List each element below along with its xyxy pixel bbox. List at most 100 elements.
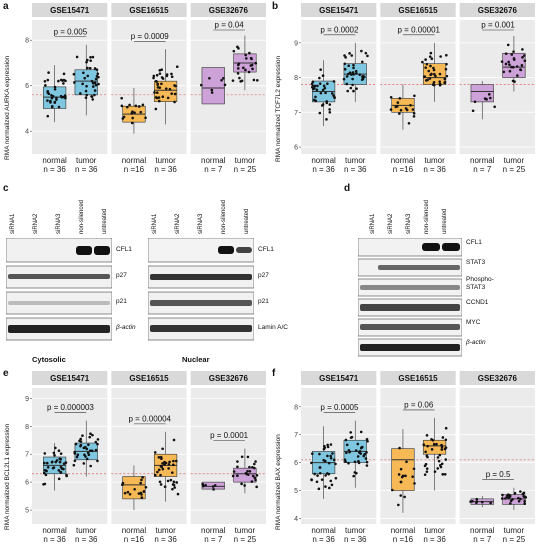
data-point (81, 82, 84, 86)
ylabel-aurka: RMA normalized AURKA expression (4, 55, 11, 160)
data-point (321, 88, 325, 92)
blot-c-left-row-2: p27 (116, 272, 127, 279)
data-point (164, 461, 168, 465)
data-point (47, 71, 50, 74)
data-point (236, 460, 239, 463)
pvalue-label: p = 0.005 (54, 27, 88, 36)
box (391, 448, 415, 491)
x-tick-label: normal (42, 526, 67, 535)
data-point (89, 59, 92, 62)
data-point (330, 92, 334, 95)
x-tick-label: tumor (76, 156, 97, 165)
y-tick-label: 6 (294, 460, 298, 467)
data-point (211, 485, 215, 488)
data-point (88, 66, 92, 70)
ylabel-bax: RMA normalized BAX expression (275, 434, 282, 530)
data-point (46, 114, 50, 118)
data-point (523, 495, 526, 499)
blot-d-col-2: siRNA2 (388, 213, 394, 234)
pvalue-label: p = 0.00001 (398, 25, 441, 34)
data-point (210, 91, 214, 94)
data-point (361, 75, 364, 79)
data-point (439, 55, 442, 58)
sample-size-label: n = 36 (43, 535, 66, 544)
data-point (208, 76, 211, 80)
pvalue-label: p = 0.00004 (129, 414, 172, 423)
data-point (319, 91, 323, 95)
data-point (398, 97, 402, 100)
data-point (157, 96, 161, 99)
blot-d-col-5: untreated (442, 208, 448, 234)
data-point (327, 472, 331, 476)
blot-d-col-4: non-silenced (424, 199, 430, 234)
data-point (89, 464, 92, 468)
data-point (254, 61, 258, 65)
blot-c-left-row-1: CFL1 (116, 246, 132, 253)
data-point (72, 72, 76, 76)
sample-size-label: n = 36 (312, 165, 335, 174)
data-point (85, 447, 89, 451)
data-point (506, 493, 510, 497)
y-tick-label: 9 (25, 396, 29, 403)
data-point (128, 492, 132, 496)
x-tick-label: tumor (424, 156, 445, 165)
data-point (345, 451, 348, 455)
data-point (394, 105, 398, 109)
data-point (90, 95, 94, 99)
data-point (412, 112, 416, 115)
blot-d-col-1: siRNA1 (370, 213, 376, 234)
data-point (517, 499, 521, 503)
data-point (432, 83, 436, 87)
data-point (365, 464, 369, 467)
blot-c-cytosolic: siRNA1 siRNA2 siRNA3 non-silenced untrea… (6, 186, 156, 366)
data-point (175, 481, 179, 484)
data-point (332, 80, 336, 83)
data-point (354, 69, 358, 73)
data-point (440, 445, 444, 449)
data-point (240, 79, 244, 83)
data-point (59, 452, 63, 455)
sample-size-label: n = 36 (43, 165, 66, 174)
data-point (329, 443, 333, 446)
data-point (351, 77, 354, 81)
data-point (163, 485, 167, 489)
data-point (523, 502, 527, 506)
blot-c-nuclear: siRNA1 siRNA2 siRNA3 non-silenced untrea… (148, 186, 308, 366)
data-point (445, 74, 449, 78)
data-point (93, 93, 96, 97)
data-point (398, 112, 401, 115)
data-point (512, 57, 516, 60)
data-point (440, 448, 444, 451)
data-point (345, 75, 349, 78)
y-tick-label: 8 (294, 404, 298, 411)
data-point (79, 444, 82, 448)
blot-c-right-caption: Nuclear (182, 355, 210, 364)
sample-size-label: n = 25 (234, 535, 257, 544)
x-tick-label: normal (470, 156, 495, 165)
data-point (326, 443, 329, 447)
data-point (141, 476, 144, 479)
data-point (317, 487, 321, 491)
data-point (504, 497, 507, 500)
data-point (96, 442, 99, 446)
data-point (315, 480, 319, 484)
data-point (51, 94, 55, 98)
data-point (170, 75, 174, 79)
panel-letter-d: d (344, 183, 351, 194)
data-point (507, 60, 510, 64)
data-point (357, 461, 361, 465)
data-point (391, 488, 394, 492)
data-point (511, 65, 515, 69)
data-point (397, 503, 400, 507)
blot-d-image (358, 238, 462, 357)
data-point (426, 444, 429, 448)
sample-size-label: n = 36 (75, 535, 98, 544)
data-point (59, 457, 63, 461)
data-point (53, 87, 57, 91)
data-point (160, 68, 163, 72)
data-point (500, 497, 504, 500)
y-tick-label: 8 (25, 424, 29, 431)
blot-d-row-3: Phospho-STAT3 (466, 276, 494, 291)
facet-title: GSE16515 (398, 6, 438, 15)
data-point (432, 81, 436, 84)
